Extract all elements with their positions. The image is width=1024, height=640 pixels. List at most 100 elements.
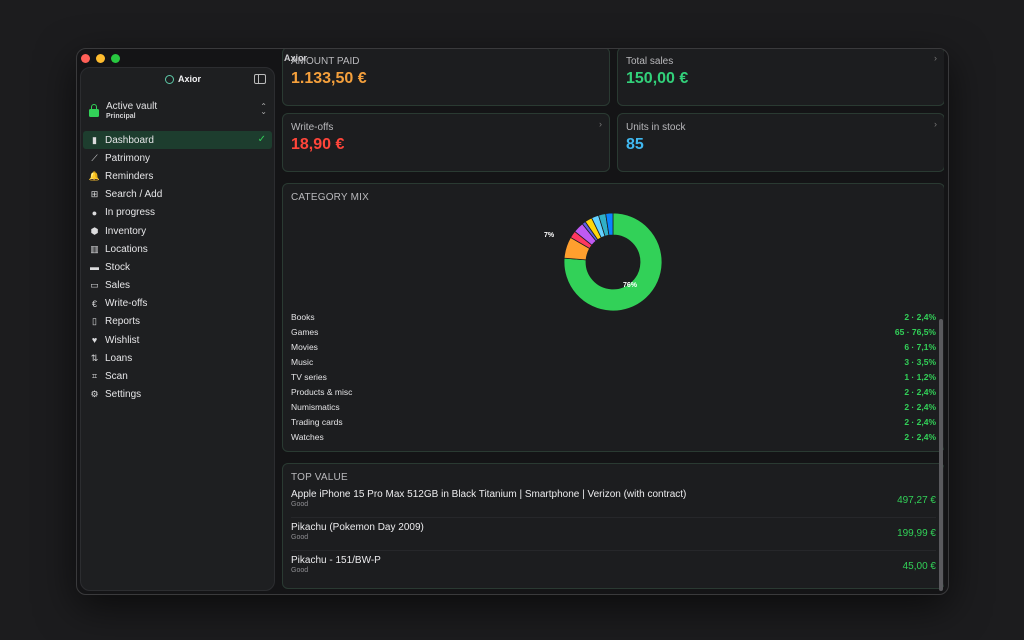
sidebar-item-inventory[interactable]: ⬢ Inventory <box>83 222 272 240</box>
kpi-card-units-in-stock[interactable]: Units in stock 85 › <box>617 113 944 172</box>
loan-arrows-icon: ⇅ <box>90 352 99 363</box>
category-row: Trading cards 2 · 2,4% <box>291 417 936 432</box>
top-value-amount: 199,99 € <box>897 528 936 539</box>
chevron-right-icon: › <box>934 119 937 129</box>
kpi-value: 150,00 € <box>626 70 689 87</box>
checkmark-icon: ✓ <box>257 134 266 145</box>
lock-icon <box>89 104 99 117</box>
sidebar-item-patrimony[interactable]: ⟋ Patrimony <box>83 149 272 167</box>
sidebar-item-wishlist[interactable]: ♥ Wishlist <box>83 331 272 349</box>
category-name: TV series <box>291 372 327 382</box>
category-row: Watches 2 · 2,4% <box>291 432 936 447</box>
sidebar-item-label: In progress <box>105 207 156 219</box>
sidebar-item-label: Scan <box>105 371 128 383</box>
category-row: Books 2 · 2,4% <box>291 312 936 327</box>
category-row: Movies 6 · 7,1% <box>291 342 936 357</box>
category-value: 2 · 2,4% <box>904 432 936 442</box>
kpi-label: AMOUNT PAID <box>291 56 360 67</box>
category-donut-chart <box>563 212 663 312</box>
category-row: Games 65 · 76,5% <box>291 327 936 342</box>
cube-icon: ⬢ <box>90 225 99 236</box>
sidebar-item-in-progress[interactable]: ● In progress <box>83 204 272 222</box>
chevron-right-icon: › <box>934 53 937 63</box>
section-title: TOP VALUE <box>291 472 348 483</box>
sidebar-item-settings[interactable]: ⚙ Settings <box>83 386 272 404</box>
sidebar-item-reports[interactable]: ▯ Reports <box>83 313 272 331</box>
top-value-row[interactable]: Pikachu - 151/BW-P Good 45,00 € <box>291 552 936 584</box>
category-value: 2 · 2,4% <box>904 387 936 397</box>
category-value: 1 · 1,2% <box>904 372 936 382</box>
category-name: Trading cards <box>291 417 343 427</box>
top-value-card: TOP VALUE Apple iPhone 15 Pro Max 512GB … <box>282 463 944 589</box>
kpi-label: Units in stock <box>626 122 686 133</box>
chevron-right-icon: › <box>599 119 602 129</box>
category-name: Music <box>291 357 314 367</box>
top-value-name: Apple iPhone 15 Pro Max 512GB in Black T… <box>291 489 687 500</box>
category-value: 3 · 3,5% <box>904 357 936 367</box>
donut-slice <box>563 212 663 312</box>
sidebar-item-loans[interactable]: ⇅ Loans <box>83 349 272 367</box>
sidebar-item-dashboard[interactable]: ▮ Dashboard ✓ <box>83 131 272 150</box>
vault-title: Active vault <box>106 101 158 112</box>
kpi-card-write-offs[interactable]: Write-offs 18,90 € › <box>282 113 610 172</box>
heart-icon: ♥ <box>91 335 98 346</box>
app-name: Axior <box>165 74 201 84</box>
scrollbar[interactable] <box>939 319 943 591</box>
donut-slice <box>605 212 614 236</box>
top-value-row[interactable]: Pikachu (Pokemon Day 2009) Good 199,99 € <box>291 519 936 551</box>
vault-selector[interactable]: Active vault Principal ⌃ ⌄ <box>89 100 269 126</box>
grid-icon: ⊞ <box>90 189 99 200</box>
sidebar-item-scan[interactable]: ⌗ Scan <box>83 367 272 385</box>
main-content: AMOUNT PAID 1.133,50 € Total sales 150,0… <box>280 49 944 594</box>
sidebar-item-stock[interactable]: ▬ Stock <box>83 258 272 276</box>
top-value-amount: 45,00 € <box>902 561 936 572</box>
kpi-card-total-sales[interactable]: Total sales 150,00 € › <box>617 49 944 106</box>
banknote-icon: ▭ <box>90 280 99 291</box>
sidebar-item-label: Reminders <box>105 170 154 182</box>
sidebar-item-write-offs[interactable]: € Write-offs <box>83 295 272 313</box>
sidebar-item-search-add[interactable]: ⊞ Search / Add <box>83 186 272 204</box>
top-value-name: Pikachu - 151/BW-P <box>291 555 381 566</box>
vault-subtitle: Principal <box>106 113 136 120</box>
minimize-window-button[interactable] <box>96 54 105 63</box>
zoom-window-button[interactable] <box>111 54 120 63</box>
category-name: Watches <box>291 432 324 442</box>
app-logo-icon <box>165 74 174 84</box>
top-value-name: Pikachu (Pokemon Day 2009) <box>291 522 424 533</box>
category-name: Products & misc <box>291 387 353 397</box>
sidebar-item-sales[interactable]: ▭ Sales <box>83 277 272 295</box>
map-icon: ▥ <box>90 243 99 254</box>
top-value-row[interactable]: Apple iPhone 15 Pro Max 512GB in Black T… <box>291 486 936 518</box>
bar-chart-icon: ▮ <box>92 134 97 145</box>
sidebar-item-label: Write-offs <box>105 298 148 310</box>
sidebar-item-label: Stock <box>105 261 131 273</box>
close-window-button[interactable] <box>81 54 90 63</box>
category-value: 6 · 7,1% <box>904 342 936 352</box>
sidebar-nav: ▮ Dashboard ✓ ⟋ Patrimony 🔔 Reminders ⊞ Search /… <box>81 131 274 404</box>
sidebar-item-label: Locations <box>105 243 148 255</box>
scan-icon: ⌗ <box>91 371 98 382</box>
sidebar: Axior Active vault Principal ⌃ ⌄ ▮ Dashboa… <box>80 67 275 591</box>
kpi-card-amount-paid[interactable]: AMOUNT PAID 1.133,50 € <box>282 49 610 106</box>
sidebar-header: Axior <box>81 72 274 88</box>
sidebar-item-label: Search / Add <box>105 189 163 201</box>
bell-icon: 🔔 <box>88 170 101 181</box>
sidebar-item-reminders[interactable]: 🔔 Reminders <box>83 167 272 185</box>
category-row: Music 3 · 3,5% <box>291 357 936 372</box>
sidebar-item-label: Loans <box>105 352 133 364</box>
sidebar-toggle-icon[interactable] <box>254 74 266 84</box>
kpi-value: 18,90 € <box>291 136 345 153</box>
app-window: Axior Axior Active vault Principal ⌃ ⌄ ▮ D… <box>76 48 949 595</box>
top-value-condition: Good <box>291 567 309 574</box>
gear-icon: ⚙ <box>90 389 99 400</box>
sidebar-item-label: Settings <box>105 389 142 401</box>
sidebar-item-locations[interactable]: ▥ Locations <box>83 240 272 258</box>
euro-circle-icon: € <box>91 298 97 309</box>
kpi-label: Total sales <box>626 56 674 67</box>
kpi-value: 1.133,50 € <box>291 70 367 87</box>
sidebar-item-label: Dashboard <box>105 134 154 146</box>
sidebar-item-label: Reports <box>105 316 141 328</box>
donut-label-small: 7% <box>544 232 555 239</box>
line-chart-icon: ⟋ <box>91 152 98 163</box>
category-value: 2 · 2,4% <box>904 417 936 427</box>
